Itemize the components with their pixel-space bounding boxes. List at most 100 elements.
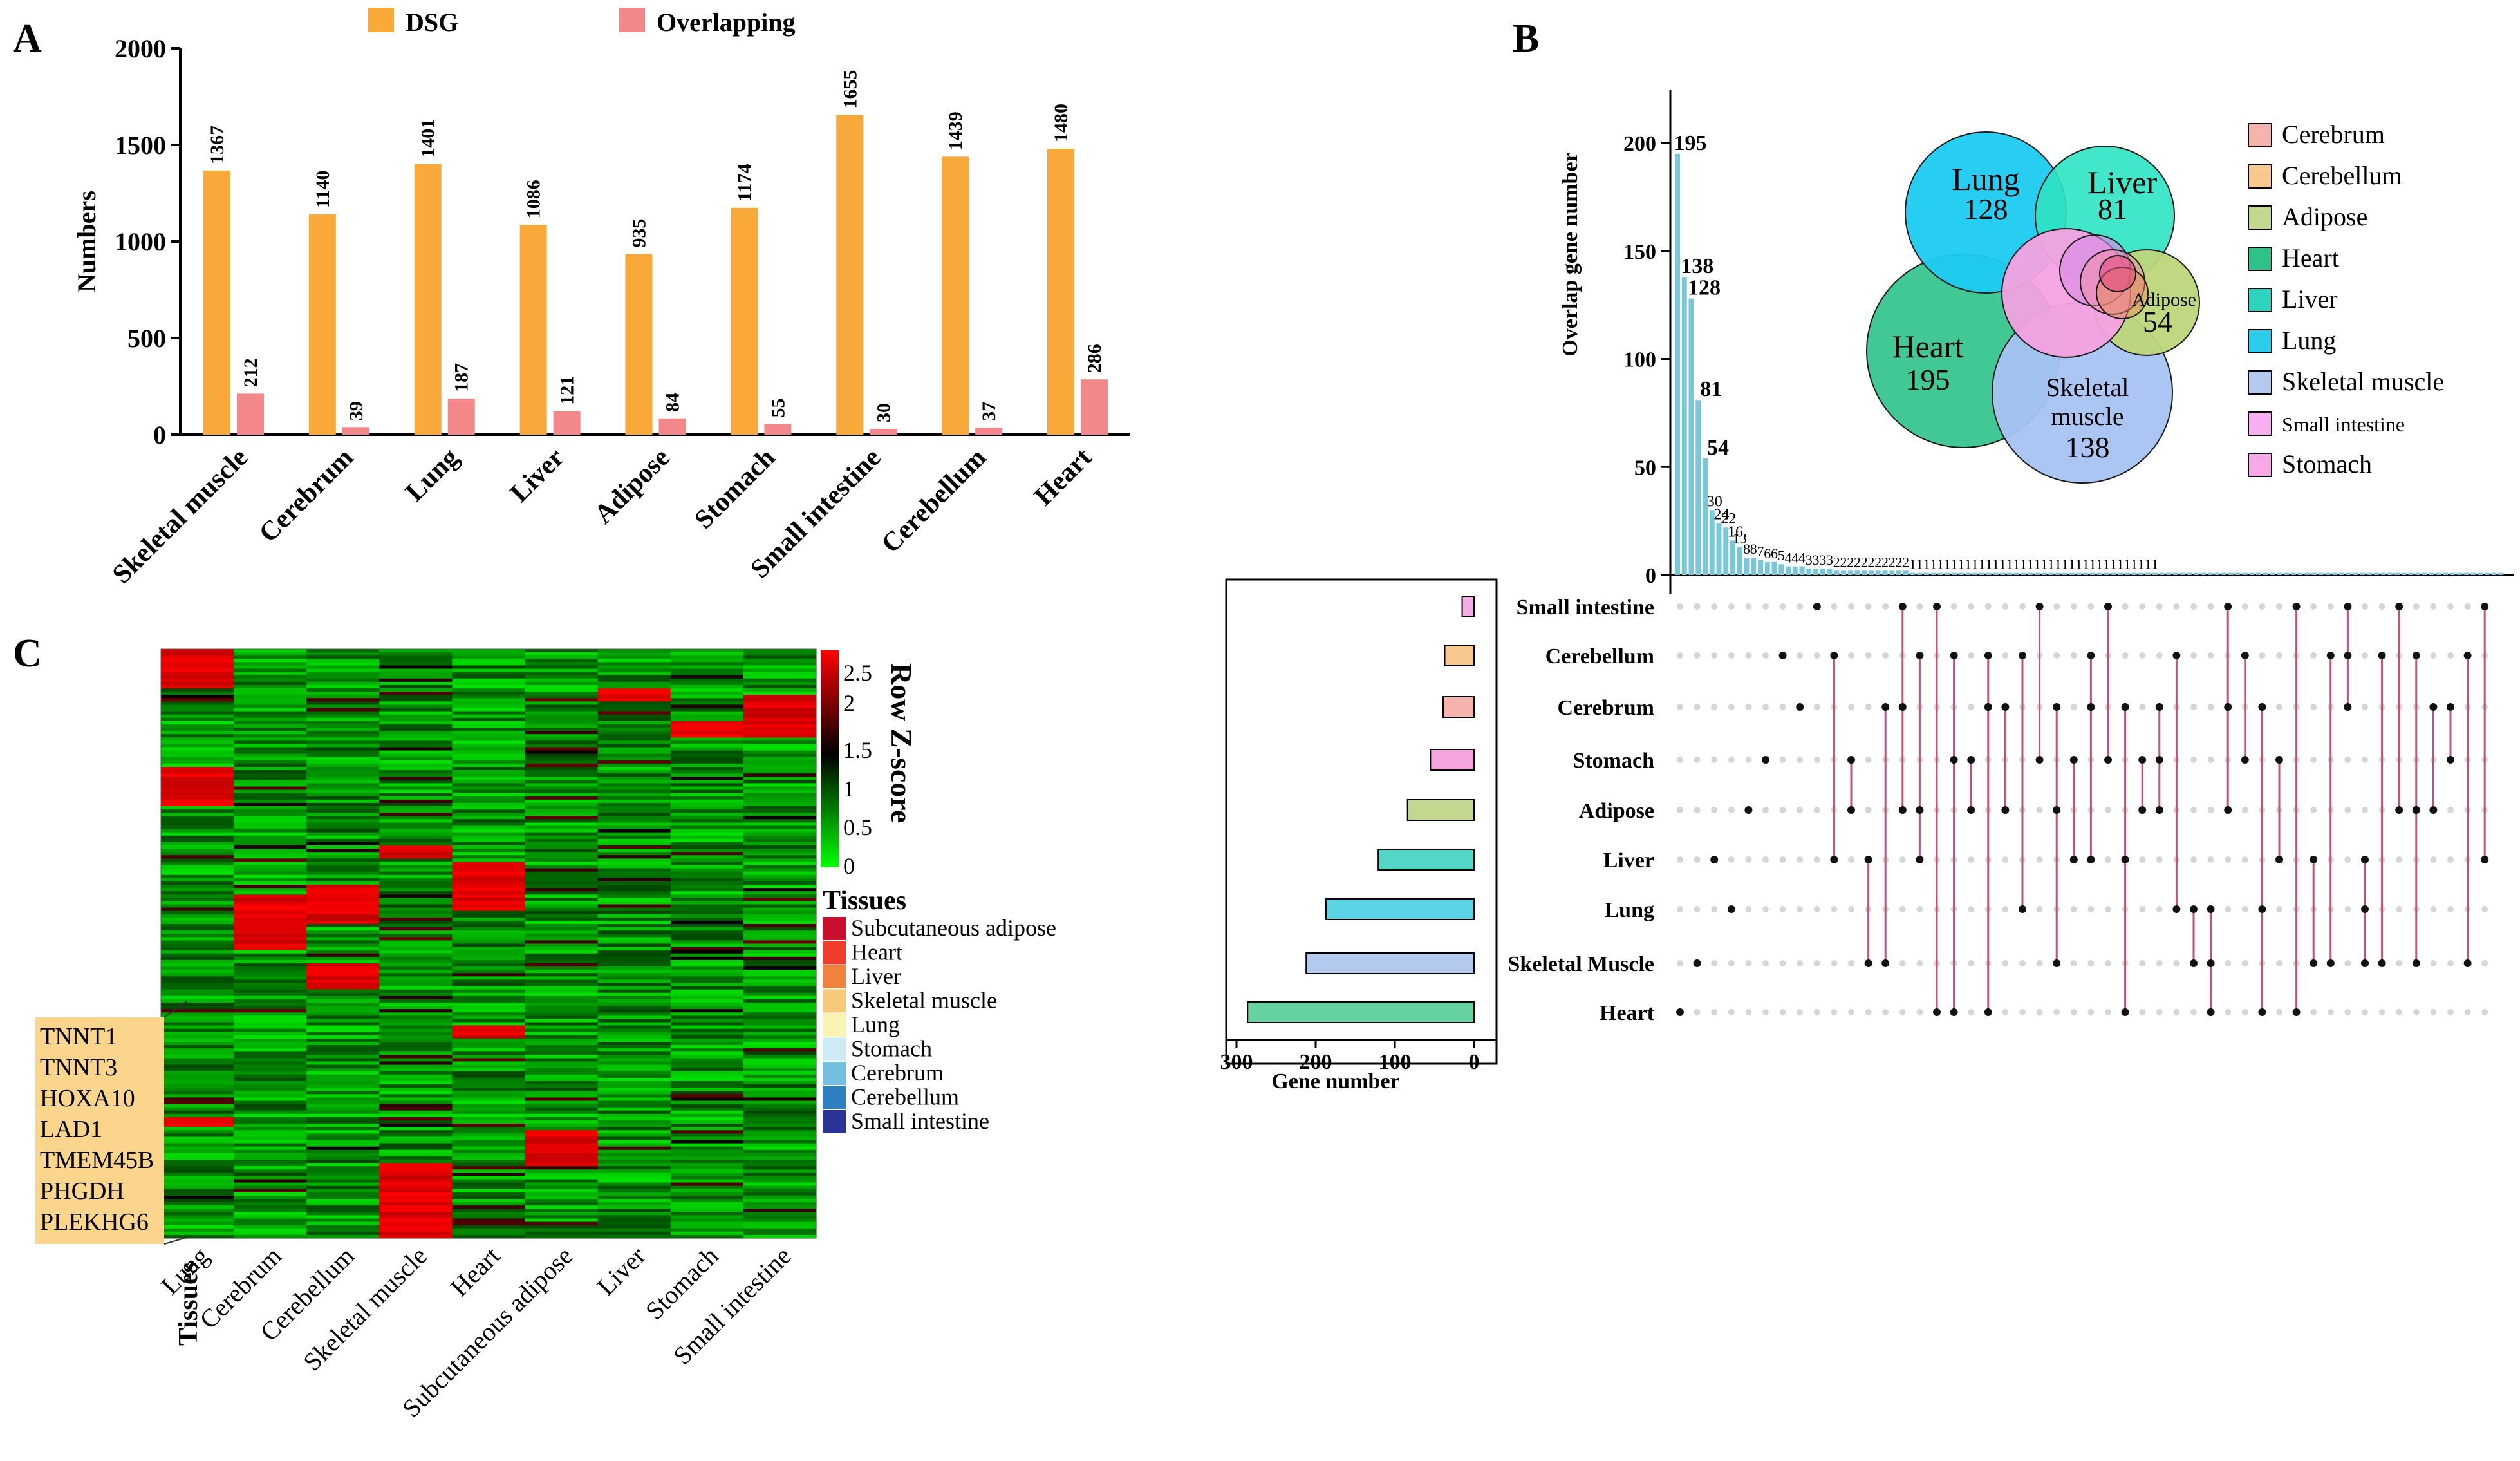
- heatmap-cell: [670, 979, 744, 984]
- heatmap-cell: [597, 737, 671, 741]
- heatmap-cell: [743, 1094, 817, 1098]
- matrix-dot-empty: [2105, 856, 2111, 863]
- heatmap-cell: [306, 1009, 380, 1013]
- heatmap-cell: [234, 737, 307, 741]
- matrix-dot-empty: [2430, 856, 2437, 863]
- scale-tick-label: 2.5: [843, 660, 872, 686]
- heatmap-cell: [597, 881, 671, 885]
- heatmap-cell: [306, 868, 380, 872]
- matrix-dot-filled: [2190, 905, 2198, 913]
- heatmap-cell: [670, 1025, 744, 1030]
- heatmap-cell: [379, 1199, 453, 1203]
- heatmap-cell: [597, 1215, 671, 1220]
- heatmap-cell: [234, 989, 307, 994]
- matrix-dot-empty: [2447, 960, 2454, 966]
- matrix-dot-empty: [2156, 960, 2163, 966]
- heatmap-cell: [452, 927, 526, 931]
- intersection-bar-label: 2: [1861, 554, 1868, 570]
- heatmap-cell: [452, 995, 526, 1000]
- heatmap-cell: [161, 930, 234, 934]
- tissue-legend-swatch-stomach: [823, 1037, 846, 1061]
- heatmap-cell: [525, 819, 599, 824]
- heatmap-cell: [670, 1048, 744, 1052]
- heatmap-cell: [306, 704, 380, 709]
- intersection-bar-label: 4: [1798, 550, 1806, 566]
- heatmap-cell: [452, 973, 526, 977]
- set-size-bar-adipose: [1406, 799, 1475, 821]
- heatmap-cell: [525, 1042, 599, 1046]
- heatmap-cell: [597, 927, 671, 931]
- heatmap-cell: [306, 983, 380, 987]
- heatmap-cell: [525, 1113, 599, 1118]
- heatmap-cell: [597, 681, 671, 686]
- heatmap-cell: [670, 688, 744, 692]
- matrix-dot-empty: [2259, 603, 2266, 610]
- venn-label-lung: Lung: [1952, 161, 2020, 197]
- y-axis-title-numbers: Numbers: [72, 191, 101, 292]
- heatmap-cell: [743, 655, 817, 659]
- heatmap-cell: [234, 910, 307, 915]
- heatmap-cell: [597, 1051, 671, 1055]
- heatmap-cell: [306, 665, 380, 670]
- heatmap-cell: [234, 891, 307, 895]
- heatmap-cell: [306, 1058, 380, 1062]
- heatmap-cell: [743, 1225, 817, 1229]
- intersection-bar-label: 1: [2117, 556, 2124, 572]
- heatmap-cell: [597, 914, 671, 918]
- heatmap-cell: [597, 678, 671, 683]
- heatmap-cell: [234, 858, 307, 863]
- heatmap-cell: [306, 901, 380, 905]
- heatmap-cell: [452, 1051, 526, 1055]
- legend-swatch-heart: [2248, 247, 2272, 271]
- bar-value-label: 1367: [207, 126, 228, 164]
- heatmap-cell: [379, 1209, 453, 1212]
- matrix-dot-filled: [2053, 703, 2061, 711]
- intersection-bar: [2478, 572, 2483, 575]
- heatmap-cell: [525, 695, 599, 699]
- heatmap-cell: [597, 1120, 671, 1124]
- heatmap-cell: [379, 1084, 453, 1088]
- tissue-legend-title: Tissues: [823, 886, 906, 916]
- heatmap-cell: [306, 999, 380, 1003]
- matrix-dot-empty: [2002, 960, 2009, 966]
- intersection-bar: [2021, 572, 2026, 575]
- bar-value-label: 37: [978, 402, 1000, 421]
- heatmap-cell: [670, 1055, 744, 1059]
- heatmap-cell: [452, 740, 526, 745]
- heatmap-cell: [743, 871, 817, 876]
- heatmap-cell: [452, 1019, 526, 1023]
- matrix-dot-empty: [2310, 652, 2317, 659]
- heatmap-cell: [161, 816, 234, 820]
- heatmap-cell: [743, 813, 817, 816]
- intersection-bar-label: 1: [1923, 556, 1930, 572]
- heatmap-cell: [670, 714, 744, 719]
- intersection-bar-label: 128: [1688, 276, 1721, 300]
- heatmap-cell: [597, 943, 671, 948]
- heatmap-cell: [452, 786, 526, 791]
- heatmap-cell: [306, 1022, 380, 1026]
- intersection-bar-label: 1: [2006, 556, 2013, 572]
- heatmap-cell: [234, 835, 307, 840]
- matrix-dot-empty: [1711, 757, 1718, 763]
- matrix-dot-empty: [1950, 603, 1957, 610]
- intersection-bar: [1723, 527, 1729, 575]
- intersection-bar: [1695, 400, 1701, 575]
- heatmap-cell: [379, 1149, 453, 1154]
- matrix-dot-empty: [2002, 603, 2009, 610]
- heatmap-cell: [161, 959, 234, 964]
- intersection-bar-label: 7: [1757, 543, 1764, 560]
- heatmap-cell: [452, 907, 526, 912]
- heatmap-cell: [306, 701, 380, 706]
- heatmap-cell: [597, 757, 671, 761]
- heatmap-cell: [670, 1003, 744, 1006]
- heatmap-cell: [379, 976, 453, 981]
- heatmap-cell: [525, 976, 599, 981]
- heatmap-cell: [234, 995, 307, 1000]
- heatmap-cell: [234, 1051, 307, 1055]
- matrix-dot-empty: [1779, 757, 1786, 763]
- set-label-small-intestine: Small intestine: [1517, 596, 1654, 619]
- legend-swatch-adipose: [2248, 205, 2272, 230]
- heatmap-cell: [597, 773, 671, 777]
- heatmap-cell: [452, 822, 526, 827]
- heatmap-cell: [525, 659, 599, 663]
